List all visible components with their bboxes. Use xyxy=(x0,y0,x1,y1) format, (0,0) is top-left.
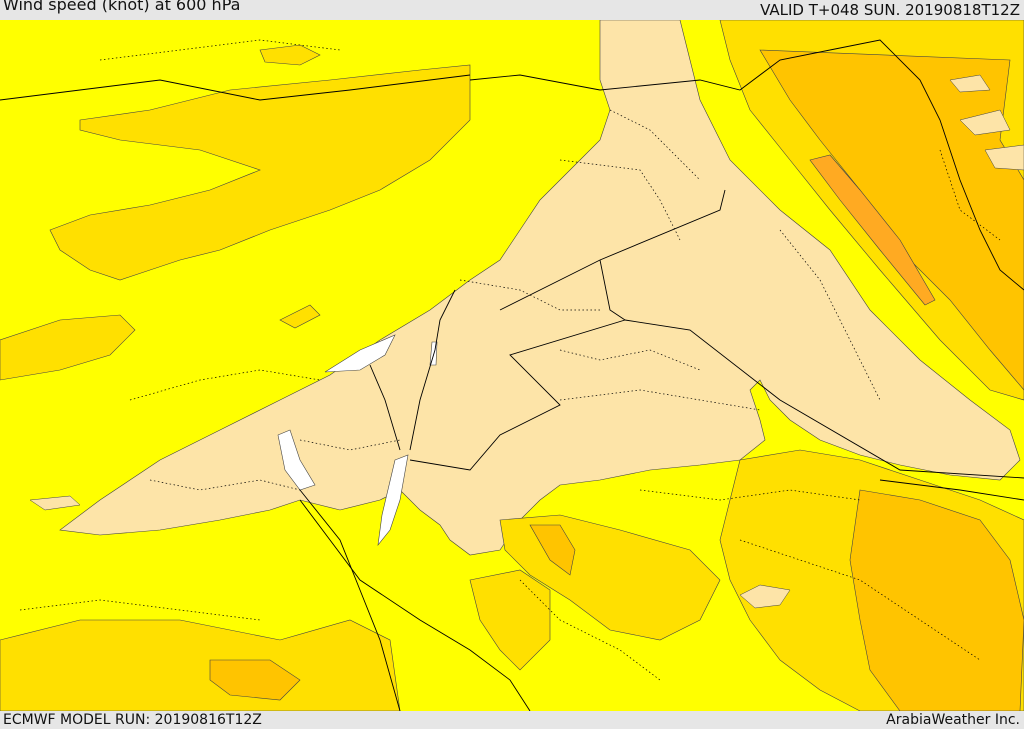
dotted-border-5 xyxy=(559,389,761,411)
dotted-border-6 xyxy=(299,439,401,451)
wind-core-south-west xyxy=(209,659,301,701)
map-header: Wind speed (knot) at 600 hPa VALID T+048… xyxy=(0,0,1024,20)
wind-blob-small xyxy=(279,304,321,329)
wind-low-patch-3 xyxy=(949,74,991,93)
dotted-border-9 xyxy=(779,229,881,401)
dotted-border-8 xyxy=(639,489,861,501)
border-syria-iraq xyxy=(599,49,831,91)
wind-speed-map xyxy=(0,20,1024,711)
wind-low-patch-2 xyxy=(29,495,81,511)
wind-low-patch-4 xyxy=(959,109,1011,136)
wind-blob-crete xyxy=(259,44,321,66)
wind-core-south-east xyxy=(849,489,1024,711)
border-iraq-saudi xyxy=(499,189,726,311)
border-israel-jordan xyxy=(409,289,456,451)
wind-band-south-west xyxy=(0,619,401,711)
border-iran-iraq xyxy=(829,39,1024,291)
wind-low-region xyxy=(59,20,1021,556)
dotted-border-10 xyxy=(99,39,341,61)
wind-low-patch-1 xyxy=(739,584,791,609)
gap-gulf-of-aqaba xyxy=(377,454,409,547)
dotted-border-15 xyxy=(939,149,1001,241)
wind-band-red-sea xyxy=(469,569,551,671)
dotted-border-1 xyxy=(559,159,681,241)
credit: ArabiaWeather Inc. xyxy=(886,712,1020,728)
dotted-border-11 xyxy=(519,579,661,681)
border-saudi-south xyxy=(879,479,1024,501)
dotted-border-13 xyxy=(129,369,321,401)
dotted-border-7 xyxy=(149,479,301,491)
wind-core-south-central xyxy=(529,524,576,576)
border-turkey-syria xyxy=(469,74,601,91)
valid-time: VALID T+048 SUN. 20190818T12Z xyxy=(760,1,1020,19)
wind-band-mediterranean xyxy=(49,64,471,281)
dotted-border-2 xyxy=(609,109,701,181)
gap-gulf-of-suez xyxy=(277,429,316,491)
map-title: Wind speed (knot) at 600 hPa xyxy=(3,0,241,14)
border-jordan-saudi xyxy=(409,259,627,471)
coast-turkey-south xyxy=(0,74,471,101)
wind-low-patch-5 xyxy=(984,144,1024,171)
border-egypt-sudan xyxy=(299,489,401,711)
dotted-border-14 xyxy=(19,599,261,621)
wind-core-northeast xyxy=(809,154,936,306)
border-egypt-israel xyxy=(369,364,401,451)
coast-red-sea-west xyxy=(299,499,531,711)
border-saudi-kuwait xyxy=(624,319,1024,479)
model-run: ECMWF MODEL RUN: 20190816T12Z xyxy=(3,712,262,728)
gap-east-mediterranean xyxy=(324,334,396,373)
map-footer: ECMWF MODEL RUN: 20190816T12Z ArabiaWeat… xyxy=(0,711,1024,729)
country-borders xyxy=(0,39,1024,711)
province-borders xyxy=(19,39,1001,681)
dotted-border-4 xyxy=(559,349,701,371)
map-canvas xyxy=(0,20,1024,711)
wind-blob-west xyxy=(0,314,136,381)
